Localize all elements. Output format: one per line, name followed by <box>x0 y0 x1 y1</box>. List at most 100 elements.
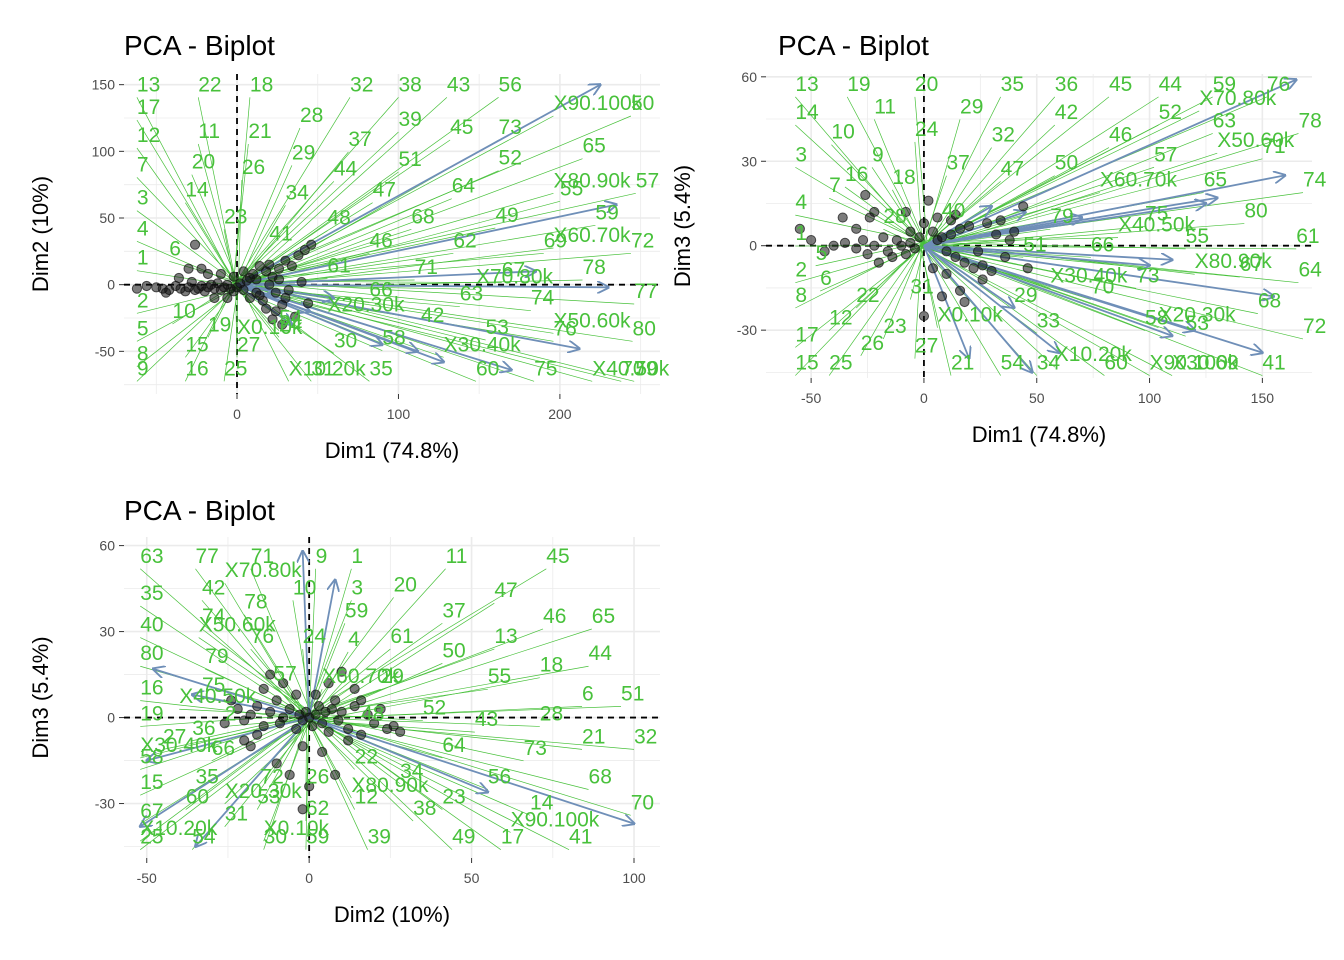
data-point <box>271 288 280 297</box>
point-label: 35 <box>369 357 392 380</box>
plot-title: PCA - Biplot <box>124 30 275 61</box>
point-label: 52 <box>499 147 522 170</box>
point-label: 57 <box>1154 143 1177 166</box>
data-point <box>1019 202 1028 211</box>
data-point <box>253 730 262 739</box>
point-label: 73 <box>499 116 522 139</box>
point-label: 14 <box>795 101 819 124</box>
point-label: 60 <box>476 357 499 380</box>
point-label: 40 <box>942 200 965 223</box>
data-point <box>888 252 897 261</box>
point-label: 45 <box>450 116 473 139</box>
x-tick-label: 200 <box>548 406 572 422</box>
point-label: 72 <box>1303 315 1326 338</box>
data-point <box>285 704 294 713</box>
y-tick-label: 0 <box>107 710 115 726</box>
point-label: 39 <box>398 108 421 131</box>
point-label: 4 <box>348 628 360 651</box>
point-label: 3 <box>137 187 149 210</box>
data-point <box>901 250 910 259</box>
point-label: 41 <box>569 826 592 849</box>
y-tick-label: -50 <box>95 343 115 359</box>
point-label: 74 <box>1303 169 1327 192</box>
point-label: 12 <box>137 124 160 147</box>
point-label: 64 <box>442 734 466 757</box>
point-label: 6 <box>820 267 832 290</box>
point-label: 6 <box>582 682 594 705</box>
point-label: 1 <box>795 222 807 245</box>
x-tick-label: 0 <box>305 870 313 886</box>
point-label: 17 <box>137 96 160 119</box>
point-label: 53 <box>1186 312 1209 335</box>
point-label: 45 <box>1109 73 1132 96</box>
point-label: 70 <box>631 791 654 814</box>
point-label: 68 <box>589 765 612 788</box>
data-point <box>259 684 268 693</box>
data-point <box>1005 235 1014 244</box>
point-label: 67 <box>502 259 525 282</box>
data-point <box>919 311 928 320</box>
data-point <box>928 264 937 273</box>
data-point <box>265 260 274 269</box>
data-point <box>285 770 294 779</box>
point-label: 19 <box>208 313 231 336</box>
point-label: X40.50k <box>179 685 257 708</box>
data-point <box>942 269 951 278</box>
biplot-panel-1: 13 22 18 32 38 43 56X90.100k5017 28 39 45 7312 11 21… <box>28 30 670 463</box>
point-label: 78 <box>1298 109 1321 132</box>
data-point <box>274 275 283 284</box>
data-point <box>937 292 946 301</box>
y-tick-label: -30 <box>95 796 115 812</box>
data-point <box>1001 252 1010 261</box>
point-label: 52 <box>1159 101 1182 124</box>
data-point <box>910 244 919 253</box>
point-label: 10 <box>293 576 316 599</box>
point-label: 54 <box>1001 352 1025 375</box>
data-point <box>252 288 261 297</box>
point-label: 33 <box>1037 309 1060 332</box>
point-label: 4 <box>137 217 149 240</box>
data-point <box>308 722 317 731</box>
data-point <box>969 264 978 273</box>
point-label: 5 <box>137 317 149 340</box>
y-tick-label: 0 <box>749 238 757 254</box>
data-point <box>879 233 888 242</box>
point-label: 36 <box>1055 73 1078 96</box>
point-label: 34 <box>285 181 309 204</box>
x-tick-label: -50 <box>137 870 157 886</box>
data-point <box>840 238 849 247</box>
point-label: 7 <box>829 174 841 197</box>
data-point <box>259 722 268 731</box>
data-point <box>946 230 955 239</box>
point-labels: 13 19 20 35 36 45 44 59 7614 11 29 X70.80k5242 7810 2… <box>795 73 1326 375</box>
point-label: 49 <box>452 826 475 849</box>
point-label: 46 <box>369 229 392 252</box>
data-point <box>223 293 232 302</box>
point-label: 63 <box>460 283 483 306</box>
point-label: 3 <box>795 143 807 166</box>
point-label: X70.80k <box>1199 87 1277 110</box>
data-point <box>255 261 264 270</box>
data-point <box>874 258 883 267</box>
point-label: 13 <box>795 73 818 96</box>
point-label: 56 <box>488 765 511 788</box>
point-label: 51 <box>398 148 421 171</box>
point-label: 46 <box>543 605 566 628</box>
data-point <box>924 196 933 205</box>
y-tick-label: 100 <box>92 143 116 159</box>
point-label: 68 <box>1258 290 1281 313</box>
data-point <box>229 272 238 281</box>
point-label: 49 <box>495 204 518 227</box>
data-point <box>987 266 996 275</box>
point-label: 38 <box>413 797 436 820</box>
plot-title: PCA - Biplot <box>778 30 929 61</box>
data-point <box>324 727 333 736</box>
point-label: 55 <box>560 177 583 200</box>
data-point <box>870 207 879 216</box>
point-label: 42 <box>202 576 225 599</box>
x-axis-title: Dim1 (74.8%) <box>325 438 459 463</box>
x-tick-label: 0 <box>233 406 241 422</box>
point-label: 7 <box>137 153 149 176</box>
point-label: 18 <box>892 166 915 189</box>
point-label: 74 <box>531 287 555 310</box>
